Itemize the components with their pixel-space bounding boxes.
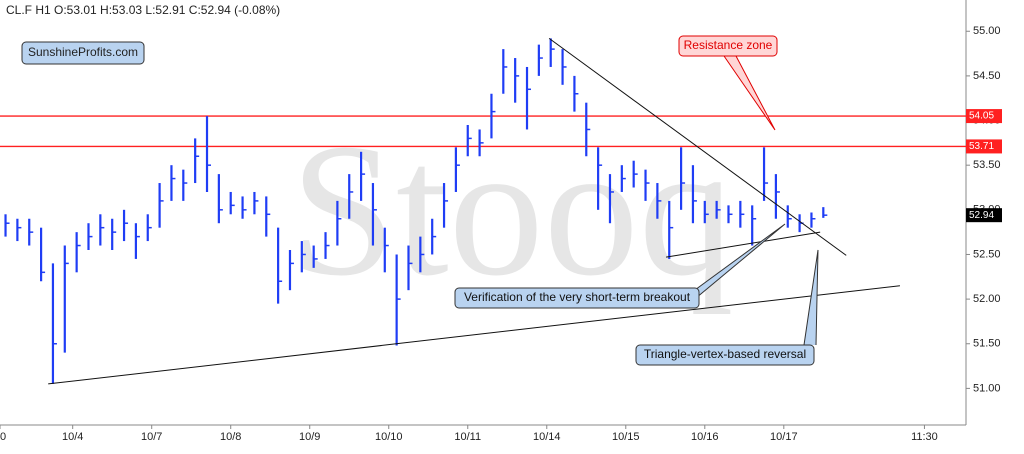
y-tick-label: 51.50 [973, 338, 1001, 350]
y-tick-label: 52.00 [973, 293, 1001, 305]
x-tick-label: 10/4 [62, 431, 83, 443]
y-tick-label: 53.50 [973, 159, 1001, 171]
resistance-label: 54.05 [969, 111, 994, 122]
x-tick-label: 10/17 [770, 431, 798, 443]
resistance-label-box [966, 109, 1002, 124]
y-tick-label: 51.00 [973, 382, 1001, 394]
annotation-box [678, 35, 778, 57]
watermark: Stooq [290, 106, 733, 316]
trend-line [48, 285, 901, 385]
last-price-box [966, 208, 1002, 223]
annotation-box [635, 344, 815, 366]
callout-pointer [723, 55, 776, 131]
x-tick-label: 00 [0, 431, 6, 443]
annotation-box [454, 287, 700, 309]
annotation: Verification of the very short-term brea… [464, 290, 691, 304]
x-tick-label: 10/8 [220, 431, 241, 443]
trend-line [665, 231, 821, 258]
trend-line [548, 37, 847, 256]
brand: SunshineProfits.com [28, 45, 138, 59]
resistance-label: 53.71 [969, 141, 994, 152]
x-tick-label: 11:30 [911, 431, 938, 443]
brand-box [21, 41, 145, 65]
x-tick-label: 10/15 [612, 431, 640, 443]
x-tick-label: 10/11 [454, 431, 481, 443]
y-tick-label: 52.50 [973, 248, 1001, 260]
x-tick-label: 10/14 [533, 431, 561, 443]
annotation: Triangle-vertex-based reversal [644, 347, 806, 361]
y-tick-label: 55.00 [973, 25, 1001, 37]
resistance-label-box [966, 139, 1002, 154]
annotation: Resistance zone [684, 38, 773, 52]
callout-pointer [683, 223, 786, 299]
callout-pointer [803, 249, 819, 346]
last-price-label: 52.94 [969, 210, 994, 221]
y-tick-label: 54.50 [973, 70, 1001, 82]
x-tick-label: 10/16 [691, 431, 719, 443]
x-tick-label: 10/7 [141, 431, 162, 443]
header: CL.F H1 O:53.01 H:53.03 L:52.91 C:52.94 … [6, 3, 280, 17]
x-tick-label: 10/9 [299, 431, 320, 443]
x-tick-label: 10/10 [375, 431, 403, 443]
